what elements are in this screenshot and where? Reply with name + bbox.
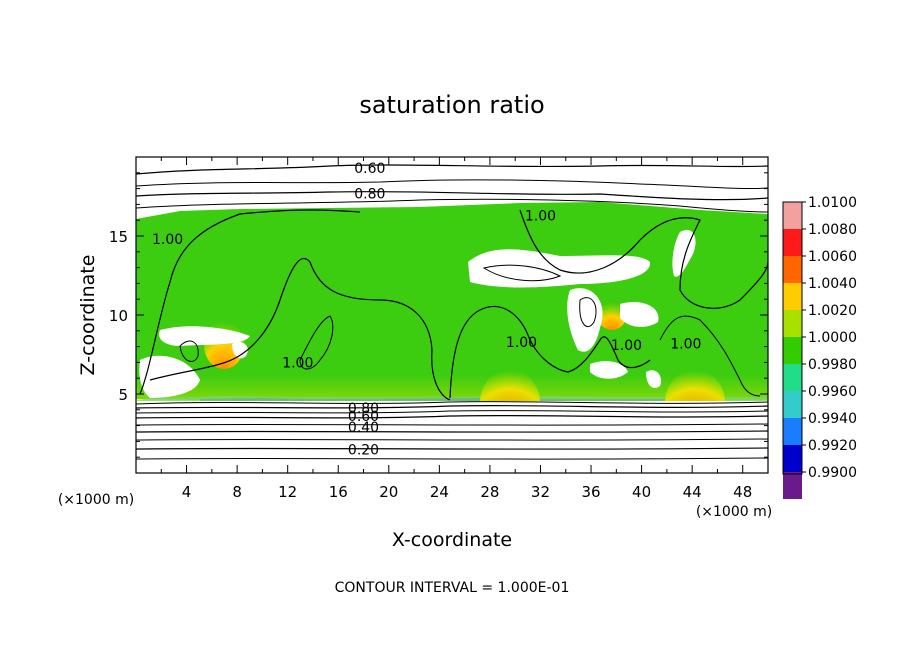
contour-line: [482, 264, 562, 282]
colorbar-frame: [782, 201, 803, 475]
x-tick-label: 24: [430, 483, 449, 501]
colorbar-label: 1.0100: [808, 195, 857, 211]
y-tick-label: 10: [109, 307, 128, 325]
x-tick-label: 44: [683, 483, 702, 501]
contour-line: [136, 430, 768, 433]
contour-line: [136, 164, 768, 175]
colorbar-swatch: [783, 445, 802, 472]
colorbar-label: 1.0020: [808, 303, 857, 319]
saturated-region: [136, 202, 768, 402]
colorbar-label: 1.0060: [808, 249, 857, 265]
contour-label: 1.00: [282, 355, 313, 371]
contour-line: [139, 209, 361, 395]
colorbar-swatch: [783, 202, 802, 229]
dry-pocket: [468, 249, 651, 288]
contour-line: [519, 209, 768, 309]
contour-line: [136, 447, 768, 450]
x-axis-ticks: 4 8 12 16 20 24 28 32 36 40 44 48: [160, 157, 752, 501]
colorbar-label: 1.0040: [808, 276, 857, 292]
colorbar-swatch: [783, 283, 802, 310]
colorbar: 1.0100 1.0080 1.0060 1.0040 1.0020 1.0000 0.99…: [782, 195, 857, 499]
y-tick-label: 5: [118, 386, 128, 404]
colorbar-swatch: [783, 391, 802, 418]
y-axis-ticks: 5 10 15: [109, 172, 768, 458]
chart-title: saturation ratio: [359, 91, 544, 119]
x-tick-label: 4: [182, 483, 192, 501]
contour-line: [179, 340, 199, 362]
contour-line: [149, 257, 451, 401]
contour-label: 1.00: [611, 338, 642, 354]
dry-pocket: [567, 288, 603, 352]
x-tick-label: 8: [232, 483, 242, 501]
contour-label: 1.00: [670, 336, 701, 352]
contour-line: [136, 198, 768, 213]
colorbar-swatch: [783, 364, 802, 391]
contour-label: 0.20: [348, 442, 379, 458]
contour-label: 0.80: [354, 186, 385, 202]
contour-line: [449, 305, 651, 399]
dry-pocket: [620, 302, 659, 327]
x-unit-label: (×1000 m): [696, 504, 772, 520]
y-tick-label: 15: [109, 228, 128, 246]
colorbar-label: 0.9980: [808, 357, 857, 373]
x-tick-label: 40: [632, 483, 651, 501]
contour-line: [136, 423, 768, 426]
y-axis-label: Z-coordinate: [77, 255, 99, 376]
dry-pocket: [139, 355, 200, 398]
contour-line: [136, 457, 768, 460]
colorbar-label: 0.9940: [808, 411, 857, 427]
contour-line: [136, 404, 768, 409]
contour-line: [136, 179, 768, 190]
x-tick-label: 12: [278, 483, 297, 501]
colorbar-swatch: [783, 472, 802, 499]
colorbar-swatch: [783, 418, 802, 445]
dry-pocket: [646, 370, 662, 389]
x-tick-label: 32: [531, 483, 550, 501]
contour-label: 1.00: [525, 208, 556, 224]
x-tick-label: 20: [379, 483, 398, 501]
contour-line: [136, 191, 768, 201]
contour-label: 0.60: [348, 409, 379, 425]
contour-line: [136, 401, 768, 405]
warm-plume: [598, 302, 626, 330]
contour-line: [136, 414, 768, 419]
contour-label: 0.40: [348, 420, 379, 436]
contour-label: 0.60: [354, 161, 385, 177]
x-tick-label: 16: [329, 483, 348, 501]
dry-pocket: [159, 326, 250, 346]
x-tick-label: 36: [581, 483, 600, 501]
contour-line: [136, 438, 768, 441]
colorbar-label: 0.9920: [808, 438, 857, 454]
contour-label: 0.80: [348, 401, 379, 417]
contour-label: 1.00: [506, 335, 537, 351]
dry-lower-layer: [136, 401, 768, 473]
contour-labels: 0.600.801.001.001.001.001.001.000.800.60…: [152, 161, 701, 458]
saturation-field: [136, 157, 768, 473]
x-axis-label: X-coordinate: [392, 529, 512, 551]
colorbar-swatch: [783, 256, 802, 283]
contour-lines: [136, 164, 768, 460]
contour-label: 1.00: [152, 232, 183, 248]
colorbar-swatch: [783, 337, 802, 364]
contour-interval-note: CONTOUR INTERVAL = 1.000E-01: [335, 580, 570, 596]
colorbar-swatch: [783, 229, 802, 256]
contour-line: [136, 410, 768, 414]
dry-pocket: [232, 341, 248, 359]
x-tick-label: 48: [733, 483, 752, 501]
x-tick-label: 28: [480, 483, 499, 501]
z-unit-label: (×1000 m): [58, 492, 134, 508]
colorbar-swatch: [783, 310, 802, 337]
colorbar-label: 1.0000: [808, 330, 857, 346]
contour-line: [579, 297, 597, 327]
dry-pocket: [590, 361, 628, 379]
contour-line: [299, 315, 334, 370]
colorbar-label: 0.9960: [808, 384, 857, 400]
surface-glow: [136, 375, 768, 401]
colorbar-label: 1.0080: [808, 222, 857, 238]
colorbar-label: 0.9900: [808, 465, 857, 481]
contour-line: [659, 315, 761, 397]
